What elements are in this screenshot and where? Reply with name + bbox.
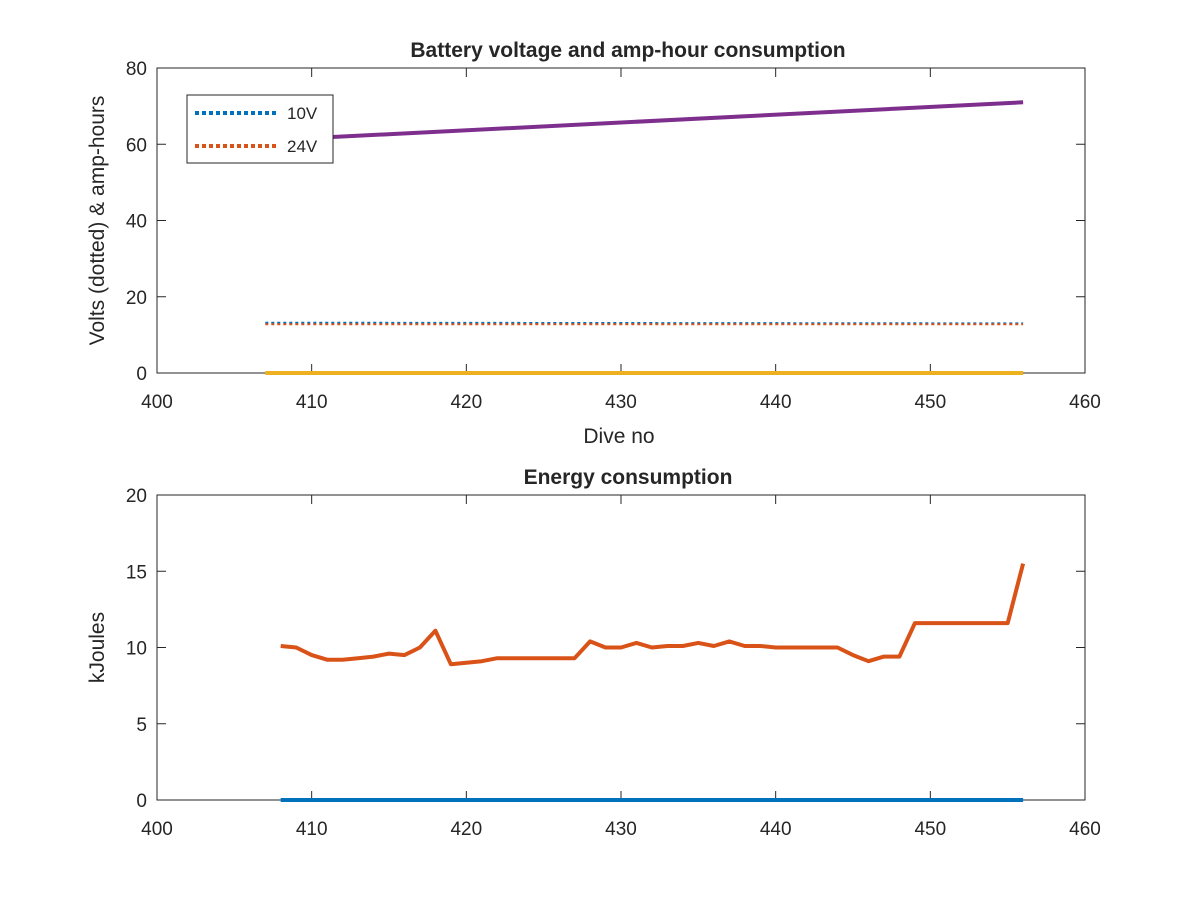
chart-title: Battery voltage and amp-hour consumption <box>410 39 845 62</box>
x-tick-label: 420 <box>450 392 482 413</box>
voltage-chart-panel: 400 410 420 430 440 450 460 0 20 40 60 80 Battery vo… <box>86 39 1101 448</box>
y-tick-label: 5 <box>136 715 147 736</box>
chart-title: Energy consumption <box>524 466 733 489</box>
x-tick-label: 410 <box>296 819 328 840</box>
legend-label-10v: 10V <box>287 104 318 123</box>
x-tick-label: 410 <box>296 392 328 413</box>
x-tick-label: 450 <box>914 819 946 840</box>
legend-box <box>186 94 334 164</box>
y-tick-label: 80 <box>126 59 147 80</box>
energy-chart-panel: 400 410 420 430 440 450 460 0 5 10 15 20 Energy cons… <box>86 466 1101 840</box>
x-tick-label: 440 <box>760 819 792 840</box>
x-tick-label: 460 <box>1069 819 1101 840</box>
y-tick-label: 0 <box>136 364 147 385</box>
series-line-3 <box>265 100 1024 143</box>
y-tick-label: 0 <box>136 791 147 812</box>
y-axis-label: kJoules <box>86 612 109 683</box>
y-tick-label: 60 <box>126 135 147 156</box>
x-tick-label: 460 <box>1069 392 1101 413</box>
y-tick-label: 20 <box>126 288 147 309</box>
y-axis-label: Volts (dotted) & amp-hours <box>86 96 109 346</box>
x-tick-label: 430 <box>605 392 637 413</box>
x-tick-label: 450 <box>914 392 946 413</box>
x-axis-label: Dive no <box>583 425 654 448</box>
x-tick-label: 440 <box>760 392 792 413</box>
x-tick-label: 400 <box>141 819 173 840</box>
x-tick-label: 430 <box>605 819 637 840</box>
y-tick-label: 10 <box>126 639 147 660</box>
legend-label-24v: 24V <box>287 137 318 156</box>
x-tick-label: 400 <box>141 392 173 413</box>
series-line-1 <box>280 563 1026 667</box>
x-tick-label: 420 <box>450 819 482 840</box>
y-tick-label: 40 <box>126 212 147 233</box>
y-tick-label: 20 <box>126 486 147 507</box>
y-tick-label: 15 <box>126 562 147 583</box>
